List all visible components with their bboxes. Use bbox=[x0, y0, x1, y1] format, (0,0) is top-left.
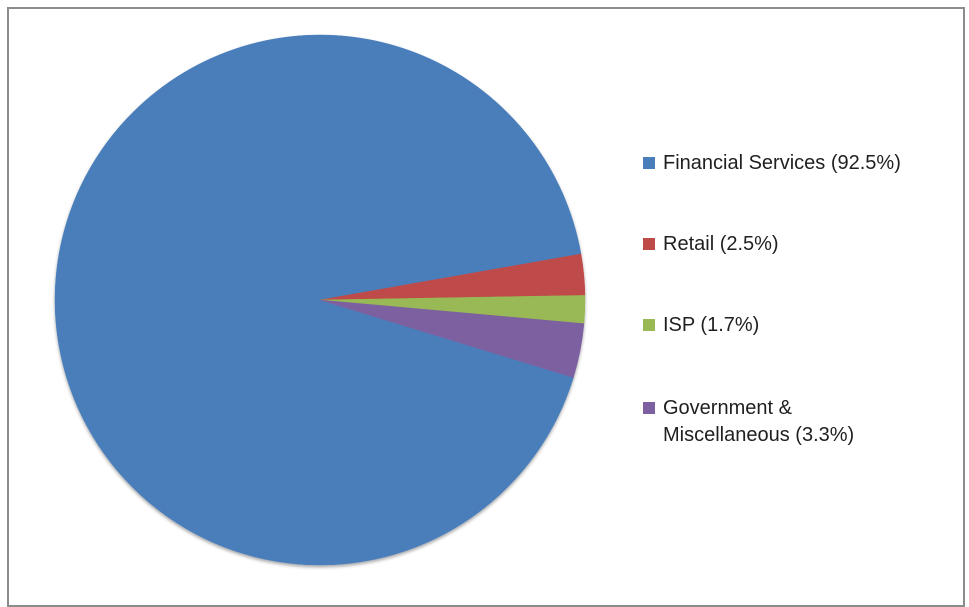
legend-item-isp: ISP (1.7%) bbox=[643, 312, 759, 339]
legend-swatch-financial-services bbox=[643, 157, 655, 169]
legend-swatch-isp bbox=[643, 319, 655, 331]
legend-item-government-misc: Government & Miscellaneous (3.3%) bbox=[643, 395, 854, 449]
legend-label: Financial Services (92.5%) bbox=[663, 152, 901, 174]
legend-swatch-government-misc bbox=[643, 402, 655, 414]
pie-chart bbox=[54, 34, 586, 566]
pie-slice-government bbox=[319, 299, 585, 378]
legend-item-financial-services: Financial Services (92.5%) bbox=[643, 150, 901, 177]
legend-swatch-retail bbox=[643, 238, 655, 250]
legend-label: Government & Miscellaneous (3.3%) bbox=[663, 397, 855, 446]
legend-label: ISP (1.7%) bbox=[663, 314, 760, 336]
legend-label: Retail (2.5%) bbox=[663, 233, 779, 255]
pie-slice-financial bbox=[54, 34, 582, 566]
legend-item-retail: Retail (2.5%) bbox=[643, 231, 779, 258]
